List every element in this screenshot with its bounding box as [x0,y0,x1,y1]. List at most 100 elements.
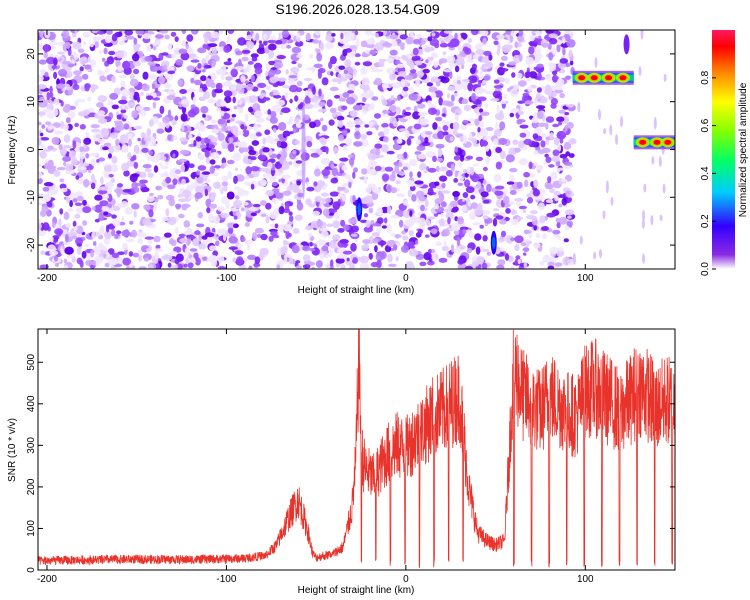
noise-speckle [565,190,571,196]
noise-speckle [316,239,326,246]
noise-speckle [322,124,328,132]
noise-speckle [486,183,492,193]
noise-speckle [343,69,348,74]
noise-speckle [469,232,475,239]
noise-speckle [427,36,433,42]
noise-speckle [233,215,238,220]
noise-speckle [38,59,47,65]
noise-speckle [172,178,178,186]
noise-speckle [293,117,299,124]
noise-speckle [504,253,510,261]
noise-speckle [220,100,227,108]
noise-speckle [141,144,146,149]
noise-speckle [154,248,164,252]
noise-speckle [360,134,367,140]
noise-speckle [167,66,175,71]
noise-speckle [75,175,80,180]
noise-speckle [128,251,134,257]
noise-speckle [354,118,363,126]
noise-speckle [499,62,505,67]
colorbar-title: Normalized spectral amplitude [738,82,749,217]
noise-speckle [342,183,349,187]
noise-speckle [246,41,255,50]
noise-speckle [288,75,298,79]
noise-speckle [523,138,533,145]
noise-speckle [246,34,252,40]
noise-speckle [468,118,475,122]
noise-speckle [107,145,115,154]
noise-speckle [462,228,467,235]
noise-speckle [350,242,357,252]
noise-speckle [320,205,326,210]
noise-speckle [352,104,363,111]
noise-speckle [402,235,409,241]
noise-speckle [354,30,359,36]
noise-speckle [411,194,417,202]
noise-speckle [484,90,494,95]
snr-y-axis-title: SNR (10 * v/v) [7,418,18,482]
noise-speckle [482,235,488,242]
line-streak [643,183,647,193]
line-streak [653,117,657,130]
noise-speckle [421,141,431,147]
noise-speckle [68,150,76,159]
noise-speckle [463,104,472,112]
noise-speckle [178,158,188,163]
noise-speckle [106,252,110,259]
noise-speckle [81,250,87,259]
noise-speckle [478,115,483,122]
noise-speckle [308,203,316,208]
noise-speckle [443,240,447,247]
noise-speckle [135,30,145,35]
y-tick-label: 10 [26,96,37,108]
noise-speckle [252,203,261,208]
noise-speckle [382,85,390,89]
noise-speckle [76,195,84,202]
noise-speckle [537,71,542,81]
line-streak [594,57,598,68]
noise-speckle [482,37,487,45]
noise-speckle [408,229,414,237]
noise-speckle [368,160,378,168]
noise-speckle [93,247,98,252]
noise-speckle [235,50,243,56]
noise-speckle [497,42,501,52]
spectrogram-spot [623,34,630,55]
noise-speckle [103,211,109,216]
noise-speckle [113,120,123,124]
noise-speckle [113,143,121,153]
noise-speckle [321,245,329,252]
noise-speckle [314,168,321,177]
noise-speckle [98,190,108,195]
noise-speckle [457,182,464,186]
x-tick-label: 0 [403,273,409,284]
noise-speckle [149,74,157,80]
x-tick-label: 100 [577,273,594,284]
noise-speckle [254,227,264,234]
noise-speckle [521,95,526,104]
noise-speckle [479,129,489,137]
noise-speckle [295,214,303,221]
noise-speckle [374,113,381,119]
noise-speckle [407,241,415,248]
noise-speckle [47,244,56,252]
noise-speckle [219,30,224,35]
noise-speckle [116,189,121,198]
noise-speckle [374,77,382,86]
noise-speckle [118,221,126,226]
noise-speckle [161,216,169,222]
noise-speckle [365,220,371,228]
noise-speckle [375,226,382,234]
noise-speckle [462,119,469,124]
noise-speckle [516,201,521,206]
noise-speckle [154,251,159,260]
noise-speckle [88,169,92,174]
noise-speckle [64,41,71,49]
noise-speckle [360,219,368,223]
noise-speckle [552,74,558,83]
noise-speckle [451,222,461,232]
noise-speckle [376,259,382,269]
noise-speckle [274,223,279,229]
noise-speckle [344,59,352,68]
noise-speckle [46,92,51,100]
